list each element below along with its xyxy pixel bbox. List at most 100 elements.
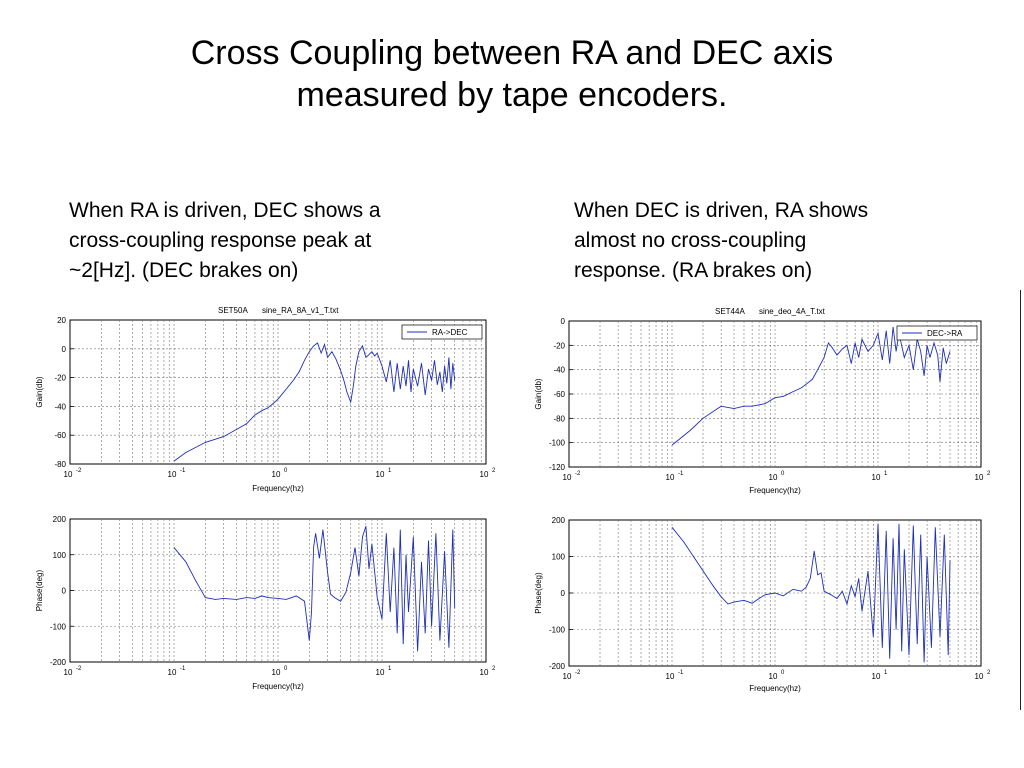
y-tick-label: -120 bbox=[549, 463, 566, 472]
x-tick-base: 10 bbox=[872, 672, 881, 681]
x-tick-base: 10 bbox=[480, 470, 489, 479]
x-tick-label: 10 -2 bbox=[563, 471, 581, 482]
x-tick-base: 10 bbox=[975, 473, 984, 482]
x-tick-label: 10 0 bbox=[272, 666, 288, 677]
x-tick-label: 10 2 bbox=[975, 670, 991, 681]
x-tick-label: 10 0 bbox=[769, 670, 785, 681]
y-tick-label: -20 bbox=[553, 341, 565, 350]
y-tick-label: 100 bbox=[552, 553, 566, 562]
y-axis-label: Phase(deg) bbox=[534, 572, 543, 614]
x-tick-base: 10 bbox=[769, 672, 778, 681]
x-tick-base: 10 bbox=[64, 668, 73, 677]
x-tick-label: 10 -2 bbox=[64, 666, 82, 677]
x-tick-label: 10 2 bbox=[975, 471, 991, 482]
x-tick-exponent: 0 bbox=[284, 468, 288, 474]
x-tick-exponent: 1 bbox=[388, 468, 392, 474]
x-tick-exponent: -1 bbox=[678, 471, 684, 477]
y-axis-label: Gain(db) bbox=[35, 376, 44, 407]
y-axis-label: Gain(db) bbox=[534, 378, 543, 409]
x-tick-label: 10 2 bbox=[480, 666, 496, 677]
x-tick-exponent: 1 bbox=[884, 670, 888, 676]
y-tick-label: 200 bbox=[53, 515, 67, 524]
x-tick-exponent: -1 bbox=[678, 670, 684, 676]
x-tick-base: 10 bbox=[272, 668, 281, 677]
x-tick-label: 10 -2 bbox=[563, 670, 581, 681]
x-tick-exponent: 2 bbox=[492, 666, 496, 672]
slide-title-line-2: measured by tape encoders. bbox=[296, 76, 728, 114]
legend-box bbox=[896, 325, 978, 341]
series-line bbox=[671, 523, 951, 663]
chart-title-set: SET50A bbox=[218, 306, 248, 315]
x-tick-base: 10 bbox=[563, 473, 572, 482]
x-tick-base: 10 bbox=[168, 470, 177, 479]
x-tick-base: 10 bbox=[975, 672, 984, 681]
series-line bbox=[671, 327, 951, 446]
chart-title-set: SET44A bbox=[715, 307, 745, 316]
x-axis-label: Frequency(hz) bbox=[252, 682, 304, 691]
x-tick-base: 10 bbox=[376, 668, 385, 677]
y-tick-label: 0 bbox=[62, 587, 67, 596]
x-tick-base: 10 bbox=[272, 470, 281, 479]
caption-left: When RA is driven, DEC shows a cross-cou… bbox=[69, 199, 381, 282]
x-tick-exponent: -2 bbox=[575, 471, 581, 477]
right-edge-line bbox=[1020, 290, 1021, 710]
legend-label: DEC->RA bbox=[927, 329, 963, 338]
slide-title-line-1: Cross Coupling between RA and DEC axis bbox=[190, 34, 834, 72]
x-tick-exponent: 0 bbox=[284, 666, 288, 672]
y-tick-label: -40 bbox=[553, 366, 565, 375]
x-tick-exponent: -1 bbox=[180, 666, 186, 672]
y-tick-label: -60 bbox=[54, 431, 66, 440]
x-tick-exponent: 0 bbox=[781, 471, 785, 477]
y-tick-label: -60 bbox=[553, 390, 565, 399]
x-tick-base: 10 bbox=[666, 473, 675, 482]
y-tick-label: -200 bbox=[50, 658, 67, 667]
x-tick-label: 10 -1 bbox=[666, 471, 684, 482]
legend-box bbox=[401, 324, 483, 340]
x-tick-label: 10 0 bbox=[272, 468, 288, 479]
chart-title-file: sine_RA_8A_v1_T.txt bbox=[262, 306, 339, 315]
x-tick-base: 10 bbox=[64, 470, 73, 479]
y-axis-label: Phase(deg) bbox=[35, 569, 44, 611]
x-tick-exponent: 0 bbox=[781, 670, 785, 676]
series-line bbox=[173, 526, 456, 652]
chart-title-file: sine_deo_4A_T.txt bbox=[759, 307, 826, 316]
x-tick-base: 10 bbox=[666, 672, 675, 681]
x-tick-base: 10 bbox=[563, 672, 572, 681]
legend-label: RA->DEC bbox=[432, 328, 468, 337]
x-tick-exponent: -1 bbox=[180, 468, 186, 474]
x-tick-base: 10 bbox=[872, 473, 881, 482]
y-tick-label: -40 bbox=[54, 402, 66, 411]
y-tick-label: 0 bbox=[62, 345, 67, 354]
y-tick-label: -20 bbox=[54, 374, 66, 383]
y-tick-label: -80 bbox=[54, 460, 66, 469]
x-tick-exponent: 2 bbox=[987, 670, 991, 676]
legend: DEC->RA bbox=[896, 325, 978, 341]
legend: RA->DEC bbox=[401, 324, 483, 340]
x-tick-label: 10 2 bbox=[480, 468, 496, 479]
y-tick-label: 0 bbox=[561, 589, 566, 598]
x-tick-exponent: 1 bbox=[388, 666, 392, 672]
y-tick-label: 100 bbox=[53, 551, 67, 560]
y-tick-label: -100 bbox=[549, 439, 566, 448]
x-tick-exponent: -2 bbox=[575, 670, 581, 676]
x-tick-exponent: 1 bbox=[884, 471, 888, 477]
x-tick-label: 10 -1 bbox=[168, 468, 186, 479]
series-line bbox=[173, 342, 456, 462]
x-tick-base: 10 bbox=[769, 473, 778, 482]
x-tick-exponent: 2 bbox=[492, 468, 496, 474]
x-tick-label: 10 1 bbox=[872, 670, 888, 681]
x-axis-label: Frequency(hz) bbox=[252, 484, 304, 493]
x-tick-label: 10 1 bbox=[376, 666, 392, 677]
x-tick-label: 10 0 bbox=[769, 471, 785, 482]
y-tick-label: -200 bbox=[549, 662, 566, 671]
x-tick-exponent: -2 bbox=[76, 468, 82, 474]
x-tick-label: 10 -2 bbox=[64, 468, 82, 479]
y-tick-label: -100 bbox=[50, 622, 67, 631]
y-tick-label: 200 bbox=[552, 516, 566, 525]
y-tick-label: -100 bbox=[549, 626, 566, 635]
x-axis-label: Frequency(hz) bbox=[749, 684, 801, 693]
x-tick-label: 10 1 bbox=[872, 471, 888, 482]
slide-title: Cross Coupling between RA and DEC axis m… bbox=[0, 32, 1024, 116]
